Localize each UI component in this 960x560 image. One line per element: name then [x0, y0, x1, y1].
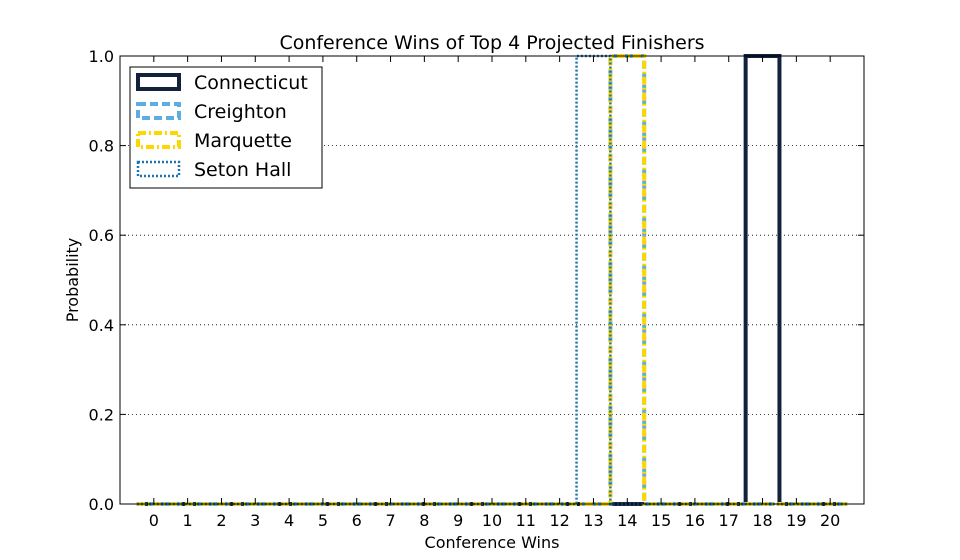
legend-label-connecticut: Connecticut — [194, 72, 308, 94]
x-tick-label-10: 10 — [482, 511, 502, 530]
x-tick-label-17: 17 — [719, 511, 739, 530]
x-tick-label-4: 4 — [284, 511, 294, 530]
y-tick-label-1: 0.2 — [89, 405, 114, 424]
x-tick-label-5: 5 — [318, 511, 328, 530]
x-axis: 0 1 2 3 4 5 6 7 8 9 10 11 12 13 14 15 16 17 18 19 20 — [149, 56, 840, 530]
y-axis-title: Probability — [63, 238, 82, 323]
x-tick-label-15: 15 — [651, 511, 671, 530]
legend-swatch-creighton — [136, 102, 181, 120]
legend-swatch-marquette — [136, 131, 181, 149]
x-tick-label-9: 9 — [453, 511, 463, 530]
x-tick-label-11: 11 — [516, 511, 536, 530]
x-tick-label-14: 14 — [617, 511, 637, 530]
x-tick-label-7: 7 — [385, 511, 395, 530]
legend-label-creighton: Creighton — [194, 101, 287, 123]
legend: Connecticut Creighton Marquette Seton Hall — [129, 66, 323, 189]
x-tick-label-20: 20 — [820, 511, 840, 530]
x-tick-label-0: 0 — [149, 511, 159, 530]
x-tick-label-13: 13 — [583, 511, 603, 530]
x-tick-label-19: 19 — [786, 511, 806, 530]
y-axis: 0.0 0.2 0.4 0.6 0.8 1.0 — [89, 47, 864, 514]
x-tick-label-8: 8 — [419, 511, 429, 530]
y-tick-label-3: 0.6 — [89, 226, 114, 245]
y-tick-label-4: 0.8 — [89, 137, 114, 156]
legend-swatch-seton-hall — [136, 160, 181, 178]
legend-swatch-connecticut — [136, 73, 181, 91]
x-tick-label-2: 2 — [216, 511, 226, 530]
legend-label-seton-hall: Seton Hall — [194, 159, 291, 181]
x-tick-label-16: 16 — [685, 511, 705, 530]
chart-title: Conference Wins of Top 4 Projected Finis… — [279, 32, 704, 54]
x-tick-label-18: 18 — [752, 511, 772, 530]
x-axis-title: Conference Wins — [425, 533, 560, 552]
x-tick-label-3: 3 — [250, 511, 260, 530]
y-tick-label-5: 1.0 — [89, 47, 114, 66]
legend-label-marquette: Marquette — [194, 130, 292, 152]
x-tick-label-1: 1 — [183, 511, 193, 530]
x-tick-label-6: 6 — [352, 511, 362, 530]
x-tick-label-12: 12 — [549, 511, 569, 530]
y-tick-label-2: 0.4 — [89, 316, 114, 335]
y-tick-label-0: 0.0 — [89, 495, 114, 514]
